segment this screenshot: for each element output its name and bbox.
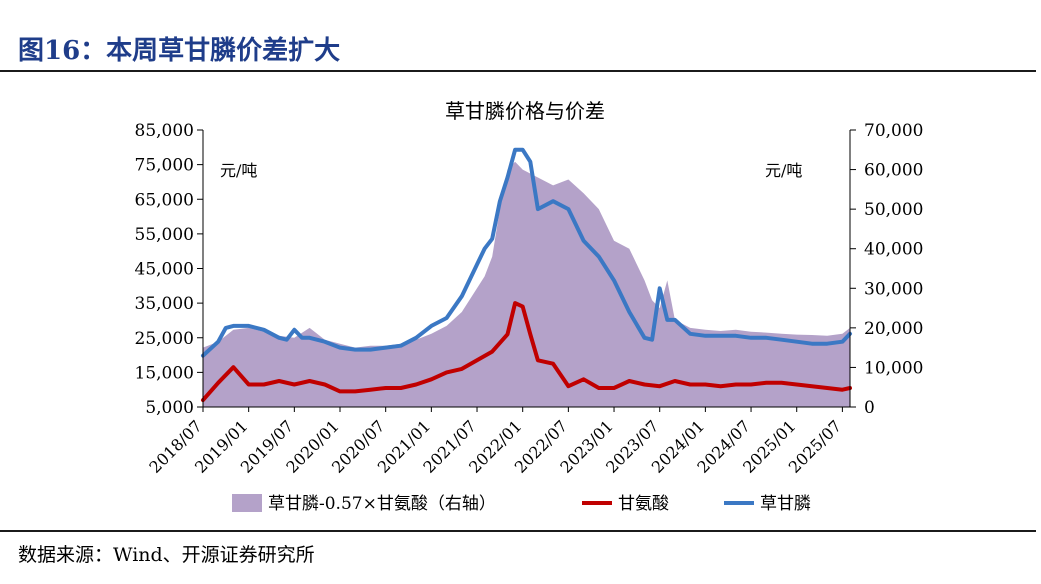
chart-title: 草甘膦价格与价差 bbox=[445, 99, 605, 123]
series-glyphosate-line bbox=[201, 147, 852, 358]
right-unit-label: 元/吨 bbox=[765, 161, 802, 180]
right-tick-label: 0 bbox=[864, 398, 875, 418]
top-divider bbox=[0, 70, 1036, 72]
series-glycine-line bbox=[201, 301, 852, 403]
left-tick-label: 45,000 bbox=[135, 260, 194, 280]
left-axis-ticks: 85,000 75,000 65,000 55,000 45,000 35,000 25,0… bbox=[135, 121, 203, 418]
right-tick-label: 10,000 bbox=[864, 358, 923, 378]
right-tick-label: 20,000 bbox=[864, 319, 923, 339]
right-tick-label: 70,000 bbox=[864, 121, 923, 141]
legend-label-spread: 草甘膦-0.57×甘氨酸（右轴） bbox=[268, 494, 496, 514]
left-tick-label: 85,000 bbox=[135, 121, 194, 141]
left-tick-label: 65,000 bbox=[135, 190, 194, 210]
series-spread-area bbox=[203, 161, 850, 407]
right-tick-label: 60,000 bbox=[864, 161, 923, 181]
right-axis-ticks: 70,000 60,000 50,000 40,000 30,000 20,000 10,0… bbox=[850, 121, 923, 418]
right-tick-label: 40,000 bbox=[864, 240, 923, 260]
left-unit-label: 元/吨 bbox=[220, 161, 257, 180]
left-tick-label: 5,000 bbox=[145, 398, 194, 418]
figure-title: 图16：本周草甘膦价差扩大 bbox=[18, 36, 341, 66]
left-tick-label: 35,000 bbox=[135, 294, 194, 314]
left-tick-label: 75,000 bbox=[135, 156, 194, 176]
source-note: 数据来源：Wind、开源证券研究所 bbox=[18, 544, 315, 566]
left-tick-label: 25,000 bbox=[135, 329, 194, 349]
legend-label-glyphosate: 草甘膦 bbox=[760, 494, 811, 514]
right-tick-label: 50,000 bbox=[864, 200, 923, 220]
x-axis-ticks: 2018/072019/012019/072020/012020/072021/… bbox=[145, 407, 845, 477]
legend-label-glycine: 甘氨酸 bbox=[618, 494, 669, 514]
left-tick-label: 15,000 bbox=[135, 363, 194, 383]
legend-swatch-spread bbox=[232, 494, 262, 512]
bottom-divider bbox=[0, 530, 1036, 532]
plot-area bbox=[201, 147, 852, 407]
legend: 草甘膦-0.57×甘氨酸（右轴） 甘氨酸 草甘膦 bbox=[232, 494, 811, 514]
right-tick-label: 30,000 bbox=[864, 279, 923, 299]
left-tick-label: 55,000 bbox=[135, 225, 194, 245]
chart: 草甘膦价格与价差 85,000 75,000 65,000 55,000 45,000 3… bbox=[135, 99, 924, 514]
